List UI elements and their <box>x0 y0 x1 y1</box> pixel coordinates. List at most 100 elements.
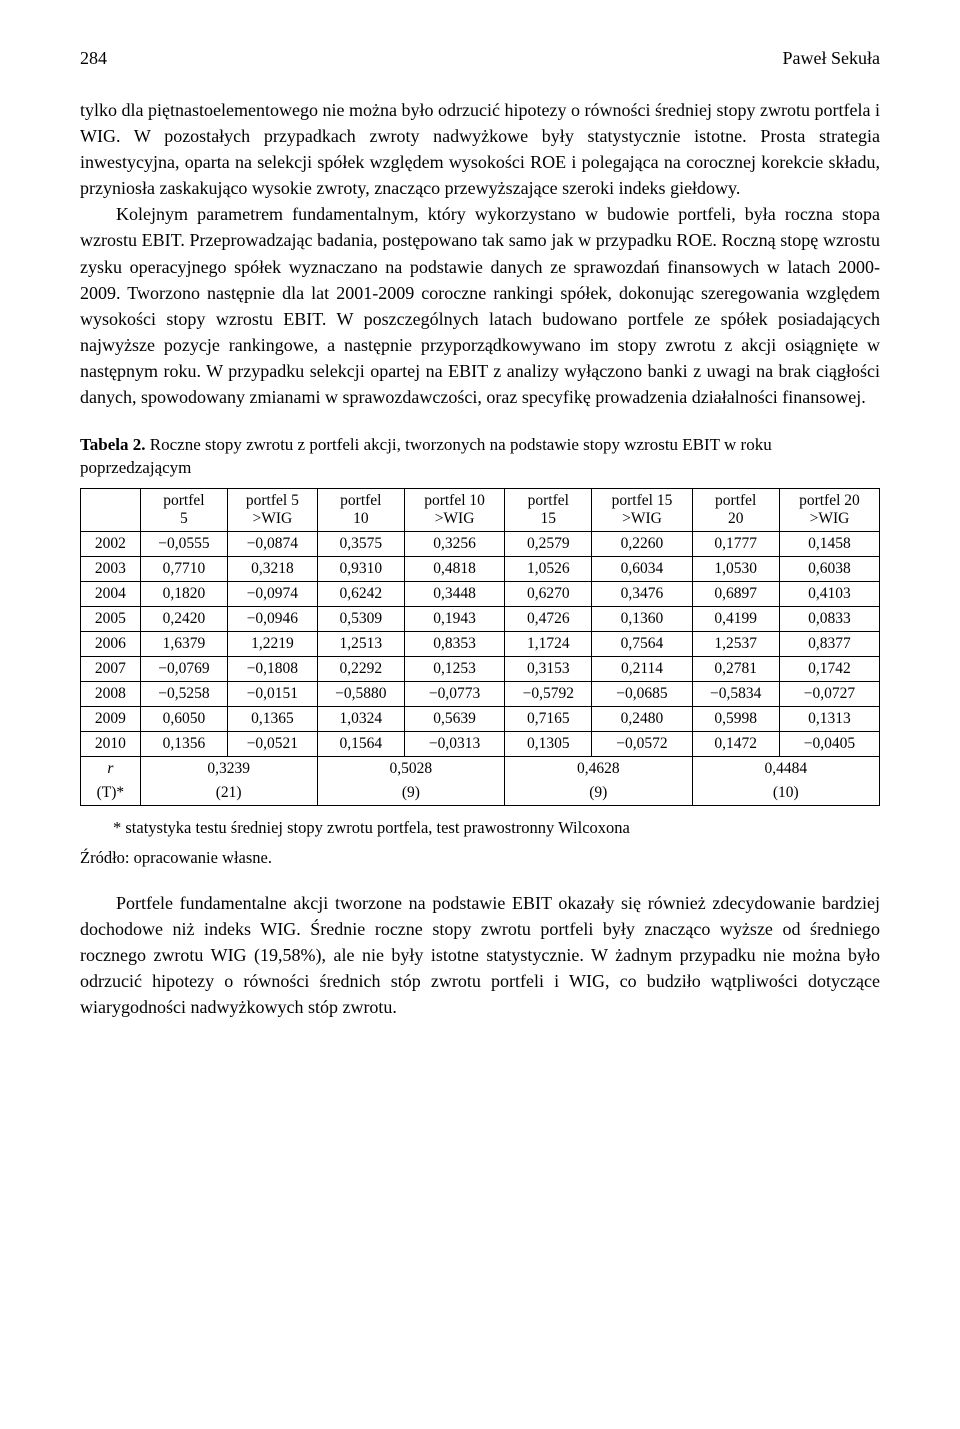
table-cell: 0,1943 <box>405 607 505 632</box>
table-cell: −0,0555 <box>140 532 227 557</box>
table-cell: −0,0313 <box>405 732 505 757</box>
table-cell: 0,6270 <box>505 582 592 607</box>
table-cell: 0,6034 <box>592 557 692 582</box>
body-text-block-1: tylko dla piętnastoelementowego nie możn… <box>80 97 880 410</box>
table-cell: 2004 <box>81 582 141 607</box>
table-cell: −0,0946 <box>228 607 318 632</box>
table-footnote: * statystyka testu średniej stopy zwrotu… <box>80 818 880 838</box>
table-summary-row: (T)*(21)(9)(9)(10) <box>81 781 880 806</box>
table-cell: −0,5258 <box>140 682 227 707</box>
table-cell: 2008 <box>81 682 141 707</box>
table-cell: 0,9310 <box>317 557 404 582</box>
table-cell: 0,5639 <box>405 707 505 732</box>
table-cell: −0,0521 <box>228 732 318 757</box>
table-caption: Tabela 2. Roczne stopy zwrotu z portfeli… <box>80 434 880 480</box>
table-row: 20030,77100,32180,93100,48181,05260,6034… <box>81 557 880 582</box>
table-cell: 2005 <box>81 607 141 632</box>
table-cell: 0,5998 <box>692 707 779 732</box>
table-cell: 0,3448 <box>405 582 505 607</box>
table-cell: 0,3218 <box>228 557 318 582</box>
column-header: portfel 15>WIG <box>592 489 692 532</box>
summary-value: (10) <box>692 781 879 806</box>
table-row: 20090,60500,13651,03240,56390,71650,2480… <box>81 707 880 732</box>
paragraph: tylko dla piętnastoelementowego nie możn… <box>80 97 880 201</box>
table-cell: 0,0833 <box>779 607 879 632</box>
body-text-block-2: Portfele fundamentalne akcji tworzone na… <box>80 890 880 1020</box>
table-cell: −0,0974 <box>228 582 318 607</box>
table-cell: 0,1313 <box>779 707 879 732</box>
table-cell: 1,0530 <box>692 557 779 582</box>
summary-value: 0,4628 <box>505 757 692 782</box>
table-cell: 0,1360 <box>592 607 692 632</box>
table-cell: 0,1564 <box>317 732 404 757</box>
table-cell: −0,0572 <box>592 732 692 757</box>
table-cell: −0,0151 <box>228 682 318 707</box>
table-row: 20061,63791,22191,25130,83531,17240,7564… <box>81 632 880 657</box>
table-cell: 0,8353 <box>405 632 505 657</box>
table-cell: 2007 <box>81 657 141 682</box>
table-cell: 0,1458 <box>779 532 879 557</box>
table-cell: 2002 <box>81 532 141 557</box>
table-row: 20040,1820−0,09740,62420,34480,62700,347… <box>81 582 880 607</box>
column-header: portfel20 <box>692 489 779 532</box>
table-source: Źródło: opracowanie własne. <box>80 848 880 868</box>
data-table: portfel5portfel 5>WIGportfel10portfel 10… <box>80 488 880 806</box>
summary-value: (9) <box>505 781 692 806</box>
table-cell: 2009 <box>81 707 141 732</box>
table-cell: 1,0526 <box>505 557 592 582</box>
table-cell: 0,2579 <box>505 532 592 557</box>
table-cell: 2006 <box>81 632 141 657</box>
table-cell: 0,2260 <box>592 532 692 557</box>
table-cell: 0,7564 <box>592 632 692 657</box>
table-cell: −0,5834 <box>692 682 779 707</box>
table-cell: 2003 <box>81 557 141 582</box>
table-cell: 0,2480 <box>592 707 692 732</box>
table-cell: 0,1356 <box>140 732 227 757</box>
table-cell: 0,5309 <box>317 607 404 632</box>
column-header: portfel 10>WIG <box>405 489 505 532</box>
table-cell: 0,1742 <box>779 657 879 682</box>
table-cell: 0,8377 <box>779 632 879 657</box>
table-cell: 0,7710 <box>140 557 227 582</box>
table-cell: 0,6897 <box>692 582 779 607</box>
table-cell: −0,0874 <box>228 532 318 557</box>
table-cell: 0,3476 <box>592 582 692 607</box>
table-cell: 1,1724 <box>505 632 592 657</box>
table-cell: 0,6050 <box>140 707 227 732</box>
table-cell: −0,0727 <box>779 682 879 707</box>
page-header: 284 Paweł Sekuła <box>80 48 880 69</box>
table-cell: 0,4726 <box>505 607 592 632</box>
summary-value: 0,3239 <box>140 757 317 782</box>
table-cell: 0,2781 <box>692 657 779 682</box>
table-cell: 0,2114 <box>592 657 692 682</box>
summary-label: (T)* <box>81 781 141 806</box>
table-cell: 0,3153 <box>505 657 592 682</box>
table-cell: 1,2537 <box>692 632 779 657</box>
table-cell: 0,4818 <box>405 557 505 582</box>
table-cell: 0,1820 <box>140 582 227 607</box>
summary-label: r̄ <box>81 757 141 782</box>
table-cell: −0,0769 <box>140 657 227 682</box>
table-cell: 0,1365 <box>228 707 318 732</box>
table-cell: −0,0685 <box>592 682 692 707</box>
table-row: 2002−0,0555−0,08740,35750,32560,25790,22… <box>81 532 880 557</box>
table-row: 20100,1356−0,05210,1564−0,03130,1305−0,0… <box>81 732 880 757</box>
table-cell: −0,5880 <box>317 682 404 707</box>
author-name: Paweł Sekuła <box>783 48 880 69</box>
table-cell: 0,1253 <box>405 657 505 682</box>
table-cell: −0,0405 <box>779 732 879 757</box>
summary-value: 0,4484 <box>692 757 879 782</box>
column-header <box>81 489 141 532</box>
table-cell: 0,1777 <box>692 532 779 557</box>
table-row: 2007−0,0769−0,18080,22920,12530,31530,21… <box>81 657 880 682</box>
table-label: Tabela 2. <box>80 435 146 454</box>
table-cell: 0,6038 <box>779 557 879 582</box>
column-header: portfel5 <box>140 489 227 532</box>
table-cell: 0,4103 <box>779 582 879 607</box>
table-cell: −0,5792 <box>505 682 592 707</box>
column-header: portfel 20>WIG <box>779 489 879 532</box>
paragraph: Kolejnym parametrem fundamentalnym, któr… <box>80 201 880 410</box>
summary-value: 0,5028 <box>317 757 504 782</box>
table-cell: 2010 <box>81 732 141 757</box>
table-cell: 0,1305 <box>505 732 592 757</box>
